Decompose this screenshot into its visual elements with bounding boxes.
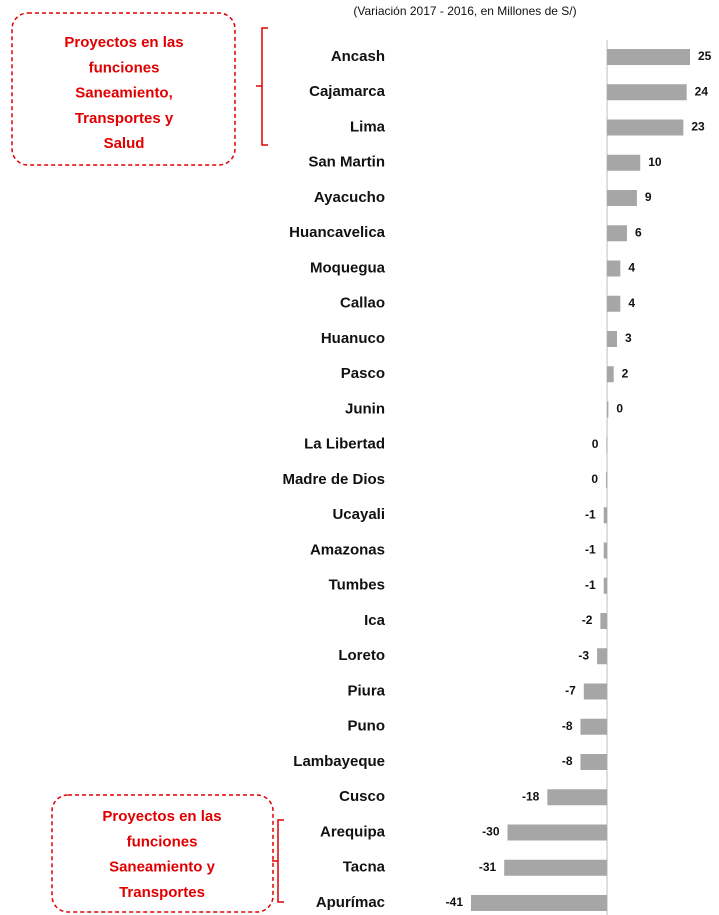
value-label: 25 xyxy=(698,49,712,63)
annotation-text: funciones xyxy=(127,833,198,850)
annotation-text: Saneamiento y xyxy=(109,859,216,876)
bar xyxy=(607,295,621,312)
value-label: -7 xyxy=(565,684,576,698)
annotation-text: Proyectos en las xyxy=(102,808,221,825)
category-label: Ayacucho xyxy=(314,189,385,206)
bar xyxy=(607,84,687,101)
category-label: Lambayeque xyxy=(293,753,385,770)
value-label: 10 xyxy=(648,155,662,169)
category-label: Tacna xyxy=(343,859,386,876)
category-label: Ica xyxy=(364,612,386,629)
category-label: Cajamarca xyxy=(309,83,386,100)
bar xyxy=(580,754,608,770)
bar xyxy=(603,577,608,594)
category-label: Loreto xyxy=(338,647,385,664)
bar xyxy=(606,436,608,453)
category-label: Moquegua xyxy=(310,259,386,276)
category-label: Tumbes xyxy=(329,577,385,594)
category-label: Huancavelica xyxy=(289,224,386,241)
annotation-text: Saneamiento, xyxy=(75,85,173,102)
bar xyxy=(471,895,608,911)
bar xyxy=(606,472,608,488)
annotation-text: Transportes xyxy=(119,884,205,901)
value-label: -8 xyxy=(562,719,573,733)
bar xyxy=(607,225,627,242)
value-label: -2 xyxy=(582,613,593,627)
category-label: Ucayali xyxy=(332,506,385,523)
bar xyxy=(603,542,608,559)
bar xyxy=(583,683,608,700)
annotation-text: Salud xyxy=(104,135,145,152)
category-label: Huanuco xyxy=(321,330,385,347)
value-label: 2 xyxy=(622,366,629,380)
category-label: Apurímac xyxy=(316,894,385,911)
value-label: 0 xyxy=(591,472,598,486)
bar xyxy=(547,789,608,806)
category-label: Ancash xyxy=(331,48,385,65)
annotation-box xyxy=(51,794,274,913)
bar xyxy=(607,49,690,65)
annotation-text: Transportes y xyxy=(75,110,174,127)
category-label: Arequipa xyxy=(320,823,386,840)
category-label: Madre de Dios xyxy=(282,471,385,488)
category-label: Lima xyxy=(350,118,386,135)
bar xyxy=(607,154,641,171)
bar xyxy=(607,119,684,136)
category-label: Amazonas xyxy=(310,541,385,558)
value-label: -1 xyxy=(585,507,596,521)
bar xyxy=(607,331,617,347)
bracket xyxy=(256,27,268,146)
value-label: -18 xyxy=(522,789,540,803)
value-label: -30 xyxy=(482,825,500,839)
bar xyxy=(580,718,608,735)
bar xyxy=(603,507,608,524)
value-label: 9 xyxy=(645,190,652,204)
annotation-text: funciones xyxy=(89,59,160,76)
value-label: 4 xyxy=(628,296,635,310)
category-label: La Libertad xyxy=(304,436,385,453)
value-label: -1 xyxy=(585,543,596,557)
bar xyxy=(607,366,614,383)
category-label: Puno xyxy=(348,718,386,735)
bar xyxy=(504,859,608,876)
bar xyxy=(600,613,608,629)
bar xyxy=(607,190,637,206)
bracket xyxy=(272,819,284,903)
value-label: 0 xyxy=(592,437,599,451)
bar xyxy=(607,401,609,418)
category-label: Junin xyxy=(345,400,385,417)
annotation-box xyxy=(11,12,236,166)
category-label: Pasco xyxy=(341,365,385,382)
bar xyxy=(607,260,621,277)
category-label: Cusco xyxy=(339,788,385,805)
value-label: 6 xyxy=(635,225,642,239)
value-label: 24 xyxy=(695,84,709,98)
category-label: Callao xyxy=(340,295,385,312)
value-label: -1 xyxy=(585,578,596,592)
value-label: 0 xyxy=(616,402,623,416)
annotation-text: Proyectos en las xyxy=(64,34,183,51)
value-label: -3 xyxy=(578,648,589,662)
value-label: -31 xyxy=(479,860,497,874)
bar xyxy=(597,648,608,665)
category-label: San Martin xyxy=(308,154,385,171)
value-label: 3 xyxy=(625,331,632,345)
value-label: -41 xyxy=(446,895,464,909)
value-label: -8 xyxy=(562,754,573,768)
bar xyxy=(507,824,608,841)
value-label: 4 xyxy=(628,261,635,275)
value-label: 23 xyxy=(691,120,705,134)
chart-subtitle: (Variación 2017 - 2016, en Millones de S… xyxy=(353,4,576,18)
category-label: Piura xyxy=(347,682,385,699)
